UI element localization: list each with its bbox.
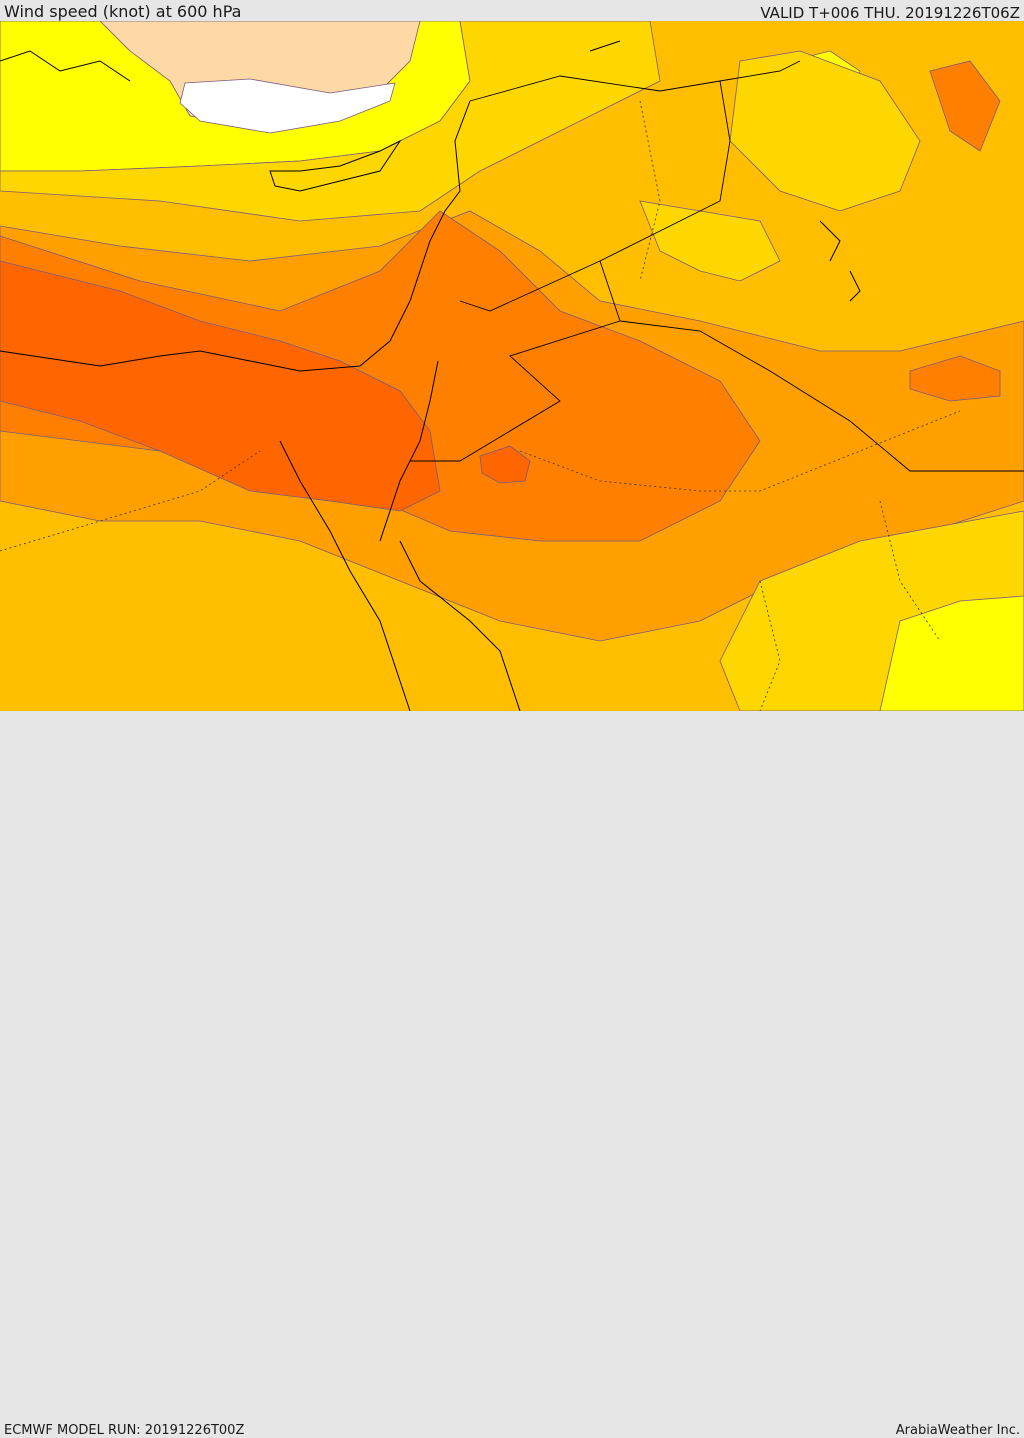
gold-region-center [639, 200, 781, 282]
footer-bar: ECMWF MODEL RUN: 20191226T00Z ArabiaWeat… [0, 711, 1024, 1438]
yellow-band-south [879, 595, 1024, 711]
province-lines [0, 100, 961, 711]
borders [410, 60, 1024, 472]
valid-time: VALID T+006 THU. 20191226T06Z [760, 4, 1020, 22]
coastlines [0, 40, 861, 711]
gold-band-north [0, 21, 661, 222]
red-orange-spot-2 [909, 355, 1001, 402]
red-orange-core [0, 260, 441, 512]
wind-speed-map [0, 21, 1024, 711]
header-bar: Wind speed (knot) at 600 hPa VALID T+006… [0, 0, 1024, 22]
credit-label: ArabiaWeather Inc. [895, 1423, 1020, 1438]
map-title: Wind speed (knot) at 600 hPa [4, 2, 242, 21]
red-orange-spot-1 [479, 445, 531, 484]
gold-region-east [729, 50, 921, 212]
red-orange-ne [929, 60, 1001, 152]
model-run-label: ECMWF MODEL RUN: 20191226T00Z [4, 1423, 245, 1438]
white-calm-region [179, 78, 396, 134]
